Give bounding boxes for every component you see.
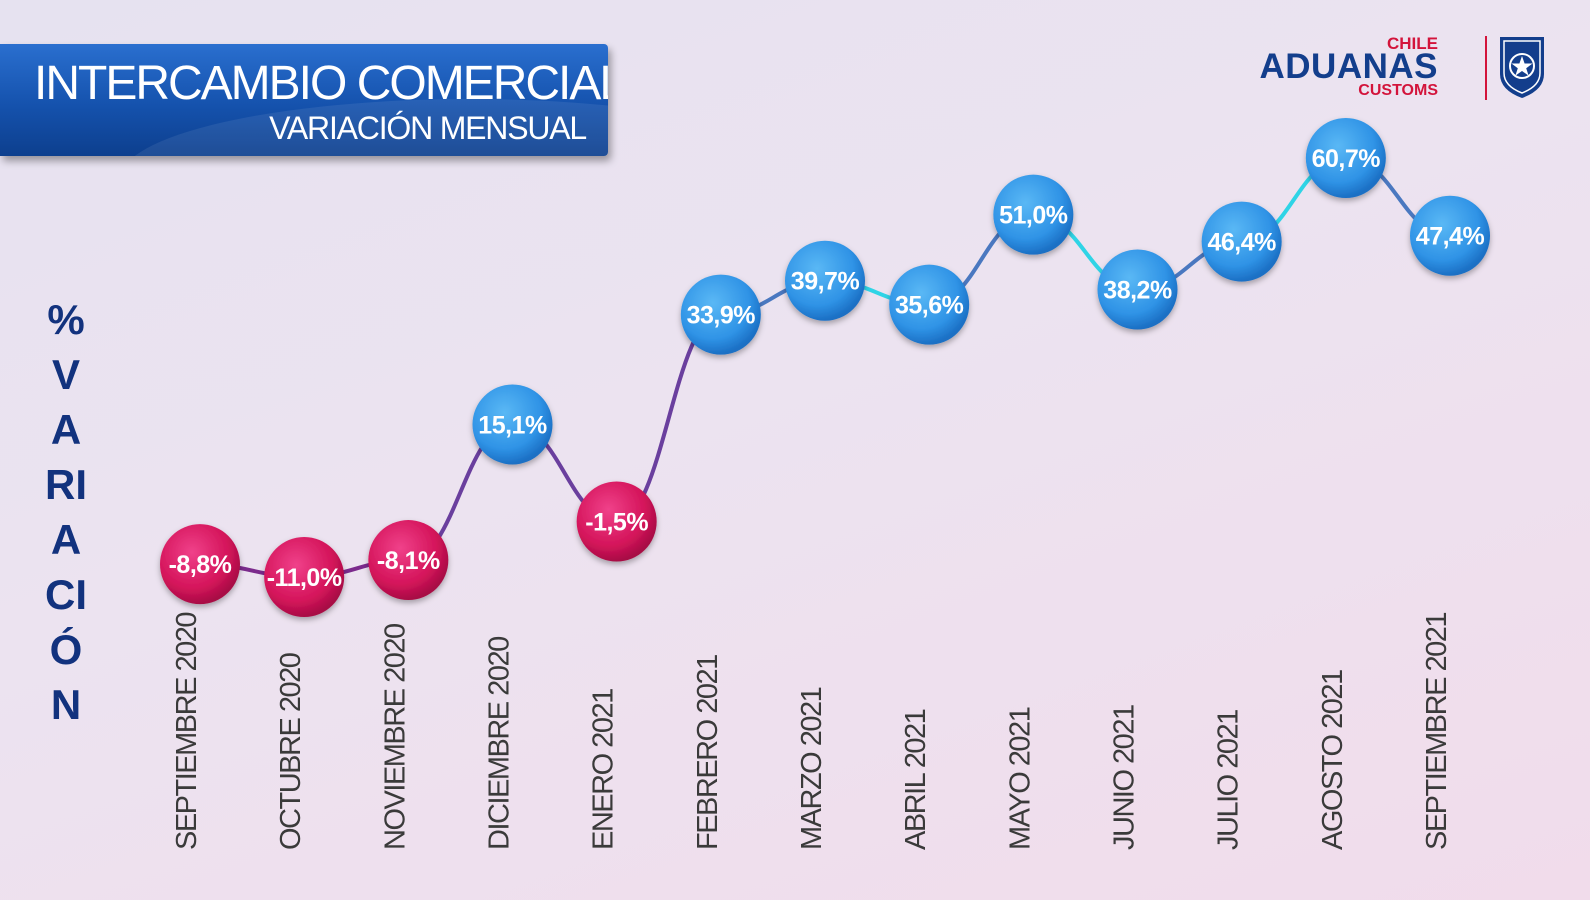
positive-bubble <box>472 384 553 465</box>
x-tick-label: NOVIEMBRE 2020 <box>379 624 411 850</box>
chart-title: INTERCAMBIO COMERCIAL <box>34 57 608 110</box>
data-label: 39,7% <box>791 268 860 296</box>
x-tick-label: JULIO 2021 <box>1213 710 1245 850</box>
data-label: 35,6% <box>895 292 964 320</box>
data-label: -1,5% <box>585 508 648 536</box>
chart-subtitle: VARIACIÓN MENSUAL <box>269 110 587 146</box>
data-point: -1,5% <box>576 481 657 562</box>
data-label: 60,7% <box>1312 145 1381 173</box>
x-tick-label: JUNIO 2021 <box>1109 705 1141 850</box>
positive-bubble <box>1305 118 1386 198</box>
data-label: -8,1% <box>377 547 440 575</box>
data-label: -11,0% <box>267 564 342 592</box>
aduanas-logo: CHILE ADUANAS CUSTOMS <box>1260 34 1550 102</box>
data-point: -11,0% <box>264 537 345 617</box>
data-point: 46,4% <box>1201 201 1282 282</box>
x-tick-label: FEBRERO 2021 <box>692 655 724 850</box>
negative-bubble <box>160 524 240 605</box>
x-tick-label: ENERO 2021 <box>588 689 620 850</box>
data-point: 51,0% <box>993 174 1074 255</box>
negative-bubble <box>368 520 449 601</box>
data-point: 38,2% <box>1097 249 1178 330</box>
positive-bubble <box>993 174 1074 255</box>
data-label: 46,4% <box>1207 229 1276 257</box>
data-label: 33,9% <box>687 302 756 330</box>
data-point: 33,9% <box>680 274 761 355</box>
x-tick-label: OCTUBRE 2020 <box>275 653 307 850</box>
positive-bubble <box>785 240 865 321</box>
negative-bubble <box>264 537 345 617</box>
positive-bubble <box>1097 249 1178 330</box>
logo-divider <box>1485 36 1487 100</box>
positive-bubble <box>1201 201 1282 282</box>
x-tick-label: SEPTIEMBRE 2021 <box>1421 613 1453 850</box>
positive-bubble <box>889 264 970 345</box>
x-tick-label: DICIEMBRE 2020 <box>484 637 516 850</box>
title-banner: INTERCAMBIO COMERCIAL VARIACIÓN MENSUAL <box>0 44 608 156</box>
data-label: 51,0% <box>999 202 1068 230</box>
negative-bubble <box>576 481 657 562</box>
data-point: 35,6% <box>889 264 970 345</box>
data-label: 47,4% <box>1416 223 1485 251</box>
data-label: 38,2% <box>1103 276 1172 304</box>
x-tick-label: MARZO 2021 <box>796 687 828 850</box>
data-point: 60,7% <box>1305 118 1386 198</box>
x-tick-label: ABRIL 2021 <box>900 709 932 850</box>
positive-bubble <box>1410 195 1490 276</box>
logo-customs-text: CUSTOMS <box>1358 82 1438 99</box>
positive-bubble <box>680 274 761 355</box>
logo-aduanas-text: ADUANAS <box>1259 47 1438 86</box>
y-axis-label: % VARIACIÓN <box>45 296 87 728</box>
data-label: 15,1% <box>478 411 547 439</box>
data-point: 47,4% <box>1410 195 1490 276</box>
x-tick-label: SEPTIEMBRE 2020 <box>171 613 203 850</box>
data-label: -8,8% <box>169 551 232 579</box>
data-point: -8,8% <box>160 524 240 605</box>
x-tick-label: AGOSTO 2021 <box>1317 670 1349 850</box>
x-tick-label: MAYO 2021 <box>1004 707 1036 850</box>
data-point: 15,1% <box>472 384 553 465</box>
data-point: -8,1% <box>368 520 449 601</box>
aduanas-shield-star-icon <box>1500 37 1544 98</box>
data-point: 39,7% <box>785 240 865 321</box>
logo-chile-text: CHILE <box>1387 34 1438 53</box>
